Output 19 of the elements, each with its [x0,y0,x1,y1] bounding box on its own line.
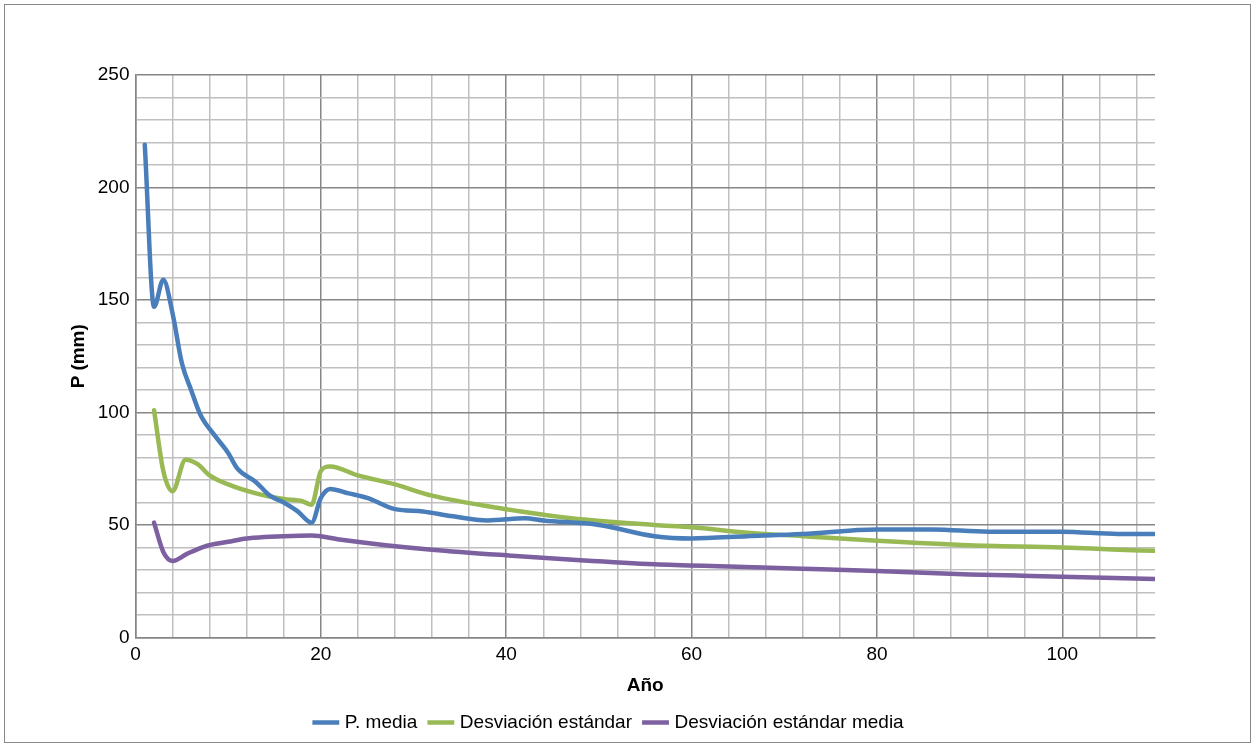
y-tick-label: 0 [118,625,130,647]
line-series [142,142,1155,541]
y-axis-title: P (mm) [66,324,88,389]
x-tick-label: 60 [681,643,703,665]
x-tick-label: 40 [495,643,517,665]
line-series [151,520,1155,582]
line-series [151,407,1155,554]
x-tick-label: 80 [866,643,888,665]
legend-label: Desviación estándar [459,710,633,732]
legend-label: Desviación estándar media [674,710,905,732]
x-tick-label: 100 [1046,643,1079,665]
y-tick-label: 100 [97,400,130,422]
x-axis-title: Año [626,673,664,695]
legend-label: P. media [344,710,418,732]
y-tick-label: 200 [97,175,130,197]
x-tick-label: 20 [310,643,332,665]
y-tick-label: 150 [97,288,130,310]
y-tick-label: 250 [97,63,130,85]
y-tick-label: 50 [108,513,130,535]
